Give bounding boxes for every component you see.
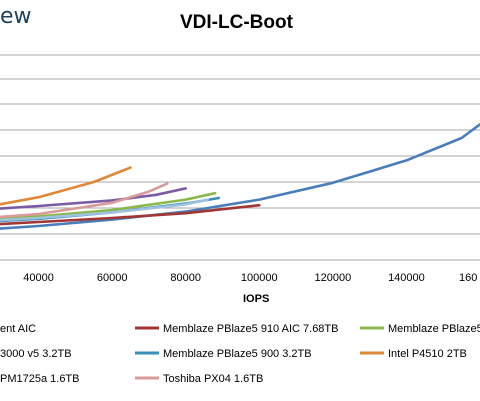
legend-entry: Memblaze PBlaze5 910 AIC 7.68TB bbox=[163, 323, 338, 335]
legend-entry: ent AIC bbox=[0, 323, 36, 335]
chart-title: VDI-LC-Boot bbox=[180, 12, 293, 33]
legend-entry: PM1725a 1.6TB bbox=[0, 373, 80, 385]
legend-entry: Memblaze PBlaze5 900 3.2TB bbox=[163, 348, 312, 360]
x-tick-label: 160 bbox=[459, 272, 477, 284]
series-line-3 bbox=[0, 187, 187, 210]
series-line-2 bbox=[0, 191, 217, 220]
x-axis-label: IOPS bbox=[243, 293, 270, 305]
x-tick-label: 40000 bbox=[23, 272, 54, 284]
legend-entry: Memblaze PBlaze5 bbox=[388, 323, 480, 335]
series-line-0 bbox=[0, 123, 480, 230]
legend-entry: Toshiba PX04 1.6TB bbox=[163, 373, 263, 385]
series-line-5 bbox=[0, 166, 132, 206]
legend-entry: Intel P4510 2TB bbox=[388, 348, 467, 360]
x-tick-label: 80000 bbox=[170, 272, 201, 284]
x-tick-label: 60000 bbox=[97, 272, 128, 284]
series-line-6 bbox=[0, 198, 210, 222]
x-tick-label: 140000 bbox=[388, 272, 425, 284]
x-tick-label: 120000 bbox=[314, 272, 351, 284]
x-tick-label: 100000 bbox=[241, 272, 278, 284]
series-line-1 bbox=[0, 203, 261, 226]
series-line-7 bbox=[0, 182, 169, 219]
brand-logo-text: ew bbox=[0, 4, 32, 29]
legend-entry: 3000 v5 3.2TB bbox=[0, 348, 72, 360]
